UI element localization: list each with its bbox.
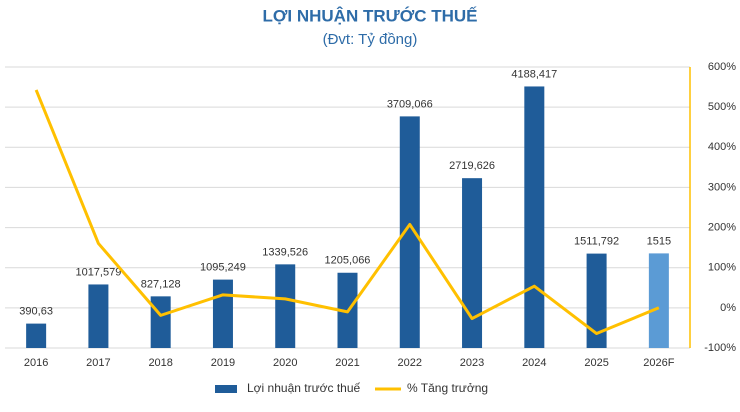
x-tick-label: 2016 [24, 357, 48, 369]
data-label: 2719,626 [449, 160, 495, 172]
bar [88, 284, 109, 348]
legend-swatch [215, 385, 237, 393]
bar [586, 253, 607, 348]
x-tick-label: 2019 [211, 357, 235, 369]
y2-tick-label: 200% [708, 221, 736, 233]
bar [524, 86, 545, 348]
bar [275, 264, 296, 348]
y2-tick-label: -100% [704, 342, 736, 354]
x-tick-label: 2021 [335, 357, 359, 369]
bar [462, 178, 483, 348]
bar [212, 279, 233, 348]
line [34, 89, 660, 336]
y2-tick-label: 300% [708, 181, 736, 193]
y2-tick-label: 500% [708, 101, 736, 113]
data-label: 390,63 [19, 306, 53, 318]
x-tick-label: 2018 [148, 357, 172, 369]
bar [648, 253, 669, 348]
y2-tick-label: 100% [708, 262, 736, 274]
data-label: 827,128 [141, 278, 181, 290]
data-label: 1511,792 [574, 236, 619, 248]
bar [150, 296, 171, 348]
bar [26, 323, 47, 348]
y2-tick-label: 600% [708, 61, 736, 73]
data-label: 1339,526 [262, 246, 308, 258]
data-label: 3709,066 [387, 98, 433, 110]
x-tick-label: 2017 [86, 357, 110, 369]
x-tick-label: 2024 [522, 357, 546, 369]
y2-tick-label: 400% [708, 141, 736, 153]
y2-tick-label: 0% [720, 302, 736, 314]
legend-label: Lợi nhuận trước thuế [247, 381, 360, 395]
x-tick-label: 2026F [643, 357, 674, 369]
legend-label: % Tăng trưởng [407, 381, 488, 395]
x-tick-label: 2020 [273, 357, 297, 369]
chart-subtitle: (Đvt: Tỷ đồng) [323, 31, 418, 48]
data-label: 1205,066 [325, 255, 371, 267]
data-label: 1515 [647, 235, 671, 247]
x-tick-label: 2025 [584, 357, 608, 369]
data-label: 1017,579 [75, 266, 121, 278]
data-label: 1095,249 [200, 262, 246, 274]
x-tick-label: 2022 [398, 357, 422, 369]
x-tick-label: 2023 [460, 357, 484, 369]
bar [399, 116, 420, 348]
chart-title: LỢI NHUẬN TRƯỚC THUẾ [263, 6, 478, 25]
data-label: 4188,417 [511, 68, 557, 80]
